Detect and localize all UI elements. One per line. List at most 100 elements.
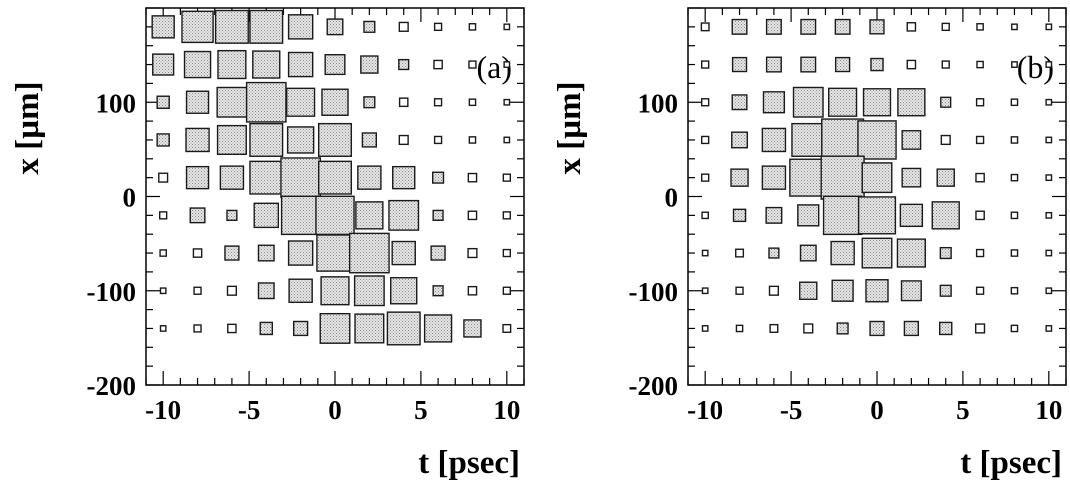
data-box: [353, 275, 385, 307]
data-box: [769, 323, 779, 333]
data-box: [899, 203, 924, 228]
data-box: [830, 240, 855, 266]
data-box: [1010, 98, 1019, 107]
data-box: [897, 88, 926, 117]
data-box: [1045, 211, 1053, 219]
data-box: [974, 323, 986, 334]
data-box: [701, 325, 709, 332]
data-box: [151, 15, 175, 39]
data-box: [1010, 136, 1019, 144]
y-tick-label: -200: [87, 371, 137, 401]
data-box: [502, 323, 512, 333]
data-box: [701, 211, 709, 220]
data-box: [901, 130, 922, 150]
data-box: [731, 131, 749, 149]
data-box: [315, 195, 355, 236]
data-box: [249, 122, 284, 157]
data-box: [869, 19, 885, 35]
boxes: [700, 18, 1053, 337]
data-box: [159, 287, 167, 295]
data-box: [216, 124, 247, 155]
data-box: [320, 276, 350, 306]
data-box: [828, 87, 858, 117]
data-box: [975, 248, 985, 258]
data-box: [503, 61, 511, 68]
data-box: [762, 91, 786, 114]
data-box: [939, 321, 953, 336]
data-box: [799, 281, 818, 300]
data-box: [317, 160, 353, 195]
data-box: [701, 249, 709, 257]
data-box: [862, 88, 892, 117]
data-box: [363, 20, 376, 33]
y-tick-label: -100: [629, 277, 679, 307]
data-box: [1045, 23, 1053, 31]
data-box: [857, 120, 897, 160]
data-box: [467, 285, 478, 296]
data-box: [976, 60, 984, 69]
x-tick-label: -5: [780, 395, 803, 425]
data-box: [939, 284, 952, 297]
data-box: [701, 173, 710, 182]
y-tick-label: 100: [638, 88, 679, 118]
data-box: [361, 132, 378, 148]
data-box: [834, 18, 851, 35]
data-box: [941, 22, 950, 32]
data-box: [280, 157, 322, 199]
x-axis-title: t [psec]: [418, 445, 520, 481]
x-tick-label: 5: [414, 395, 428, 425]
data-box: [253, 202, 280, 229]
data-box: [831, 279, 854, 302]
data-box: [792, 86, 824, 118]
data-box: [975, 210, 985, 221]
data-box: [1010, 324, 1019, 333]
data-box: [463, 319, 482, 338]
data-box: [1010, 286, 1019, 295]
data-box: [1010, 173, 1019, 182]
data-box: [192, 248, 203, 258]
data-box: [286, 126, 315, 154]
data-box: [432, 209, 444, 221]
data-box: [1045, 174, 1053, 182]
data-box: [735, 248, 745, 258]
data-box: [797, 204, 820, 227]
data-box: [834, 56, 851, 73]
data-box: [363, 96, 376, 109]
x-tick-label: -5: [238, 395, 261, 425]
y-tick-label: -200: [629, 371, 679, 401]
y-tick-label: 100: [96, 88, 137, 118]
data-box: [219, 165, 245, 190]
y-axis-title: x [µm]: [552, 81, 588, 174]
data-box: [321, 88, 349, 116]
data-box: [1010, 211, 1019, 220]
data-box: [502, 211, 511, 220]
data-box: [317, 122, 353, 157]
data-box: [398, 134, 409, 146]
data-box: [731, 56, 748, 73]
data-box: [316, 234, 354, 272]
data-box: [468, 60, 477, 69]
data-box: [701, 135, 710, 145]
data-box: [701, 98, 710, 107]
data-box: [183, 50, 212, 79]
data-box: [398, 97, 409, 108]
data-box: [735, 324, 744, 333]
data-box: [433, 98, 443, 107]
data-box: [731, 18, 748, 35]
y-tick-label: 0: [123, 183, 137, 213]
data-box: [386, 311, 421, 346]
data-box: [502, 286, 511, 295]
data-box: [765, 206, 783, 224]
data-box: [1045, 61, 1053, 68]
data-box: [869, 320, 885, 337]
data-box: [245, 81, 287, 123]
data-box: [156, 133, 170, 147]
data-box: [896, 238, 926, 268]
data-box: [433, 22, 443, 32]
data-box: [432, 285, 444, 297]
x-tick-label: 10: [1035, 395, 1062, 425]
y-axis-title: x [µm]: [10, 81, 46, 174]
data-box: [502, 173, 511, 182]
data-box: [730, 168, 749, 187]
